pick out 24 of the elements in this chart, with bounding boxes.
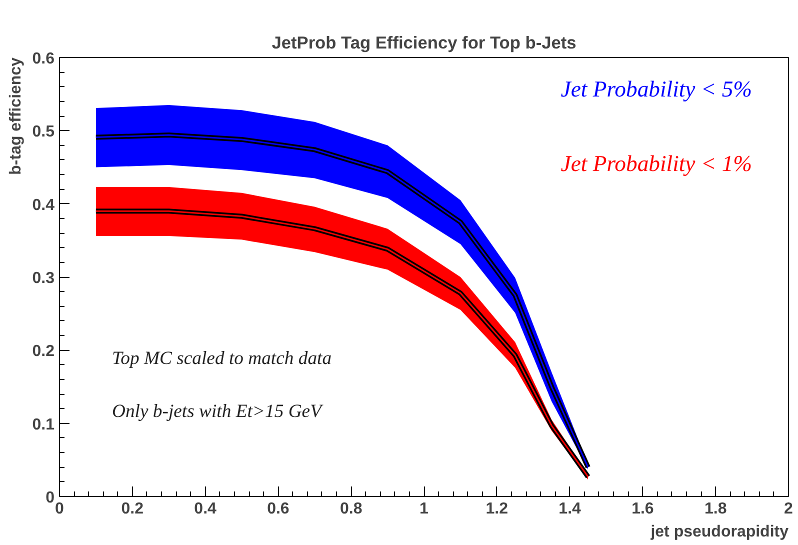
- annotation: Only b-jets with Et>15 GeV: [112, 400, 324, 422]
- chart-title: JetProb Tag Efficiency for Top b-Jets: [272, 32, 576, 52]
- y-tick-label: 0.4: [32, 196, 55, 214]
- text: Jet Probability < 1%: [560, 151, 752, 176]
- y-tick-label: 0.6: [32, 50, 55, 68]
- text: Jet Probability < 5%: [560, 76, 752, 102]
- x-tick-label: 1.8: [704, 500, 727, 518]
- x-tick-label: 0.6: [267, 500, 290, 518]
- y-tick-label: 0.3: [32, 270, 55, 287]
- y-tick-label: 0.2: [32, 343, 55, 360]
- y-axis-title: b-tag efficiency: [8, 57, 24, 175]
- y-tick-label: 0.1: [32, 416, 55, 434]
- y-tick-label: 0.5: [32, 124, 55, 141]
- x-tick-label: 1: [420, 500, 429, 518]
- x-axis-title: jet pseudorapidity: [650, 524, 789, 540]
- x-tick-label: 2: [784, 500, 794, 518]
- x-tick-label: 0.4: [194, 500, 217, 518]
- x-tick-label: 0.2: [121, 500, 144, 518]
- x-tick-label: 0.8: [340, 500, 362, 518]
- annotation: Top MC scaled to match data: [112, 348, 332, 370]
- x-tick-label: 1.2: [486, 500, 508, 518]
- x-tick-label: 1.4: [558, 500, 582, 518]
- y-tick-label: 0: [46, 490, 55, 506]
- x-tick-label: 1.6: [632, 500, 654, 518]
